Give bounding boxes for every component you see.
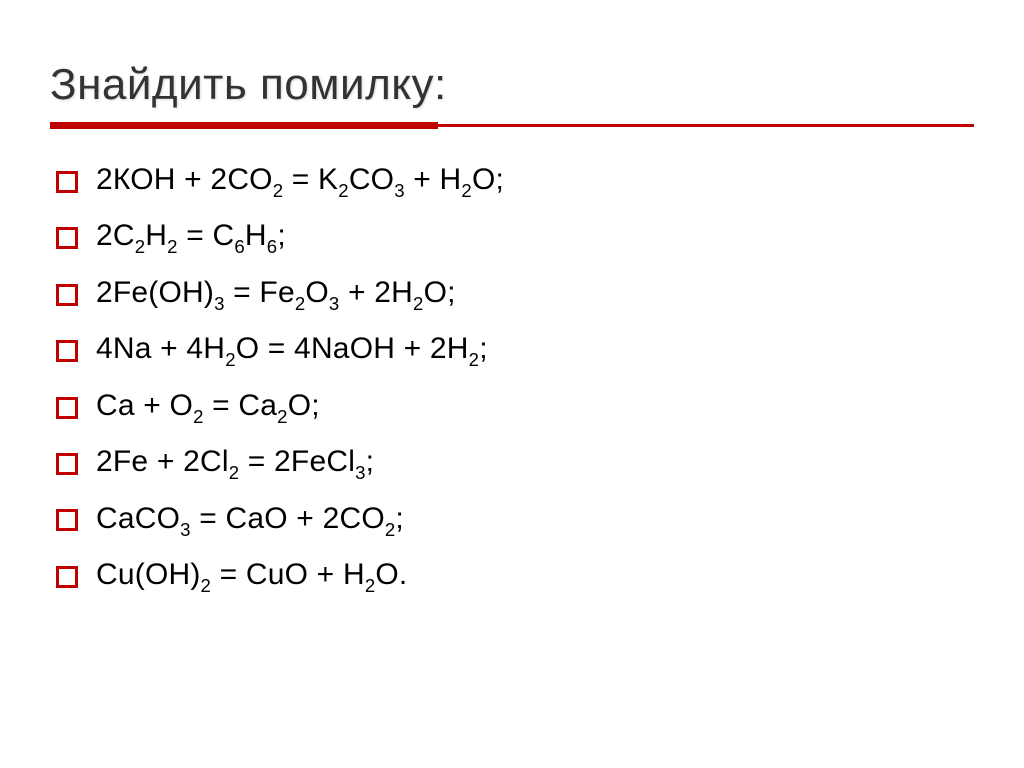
underline-thick (50, 122, 438, 129)
equation-row: CaCO3 = CaO + 2CO2; (56, 502, 974, 539)
equation-row: 2C2H2 = C6H6; (56, 219, 974, 256)
slide-title: Знайдить помилку: (50, 60, 974, 110)
equation-text: 2КОН + 2CO2 = K2CO3 + H2O; (96, 163, 504, 200)
equation-text: Cu(OH)2 = CuO + H2O. (96, 558, 407, 595)
title-underline (50, 122, 974, 129)
square-bullet-icon (56, 453, 78, 475)
square-bullet-icon (56, 227, 78, 249)
square-bullet-icon (56, 340, 78, 362)
square-bullet-icon (56, 397, 78, 419)
equation-text: Ca + O2 = Ca2O; (96, 389, 320, 426)
underline-thin (438, 124, 974, 127)
equation-text: 2C2H2 = C6H6; (96, 219, 286, 256)
equation-text: 2Fe + 2Cl2 = 2FeCl3; (96, 445, 374, 482)
equation-row: Cu(OH)2 = CuO + H2O. (56, 558, 974, 595)
equation-row: 4Na + 4H2O = 4NaOH + 2H2; (56, 332, 974, 369)
square-bullet-icon (56, 566, 78, 588)
equation-row: 2КОН + 2CO2 = K2CO3 + H2O; (56, 163, 974, 200)
equation-text: 2Fe(OH)3 = Fe2O3 + 2H2O; (96, 276, 456, 313)
equation-row: Ca + O2 = Ca2O; (56, 389, 974, 426)
equation-list: 2КОН + 2CO2 = K2CO3 + H2O; 2C2H2 = C6H6; 2… (50, 163, 974, 596)
equation-row: 2Fe(OH)3 = Fe2O3 + 2H2O; (56, 276, 974, 313)
square-bullet-icon (56, 509, 78, 531)
equation-text: 4Na + 4H2O = 4NaOH + 2H2; (96, 332, 488, 369)
equation-text: CaCO3 = CaO + 2CO2; (96, 502, 404, 539)
square-bullet-icon (56, 171, 78, 193)
equation-row: 2Fe + 2Cl2 = 2FeCl3; (56, 445, 974, 482)
square-bullet-icon (56, 284, 78, 306)
